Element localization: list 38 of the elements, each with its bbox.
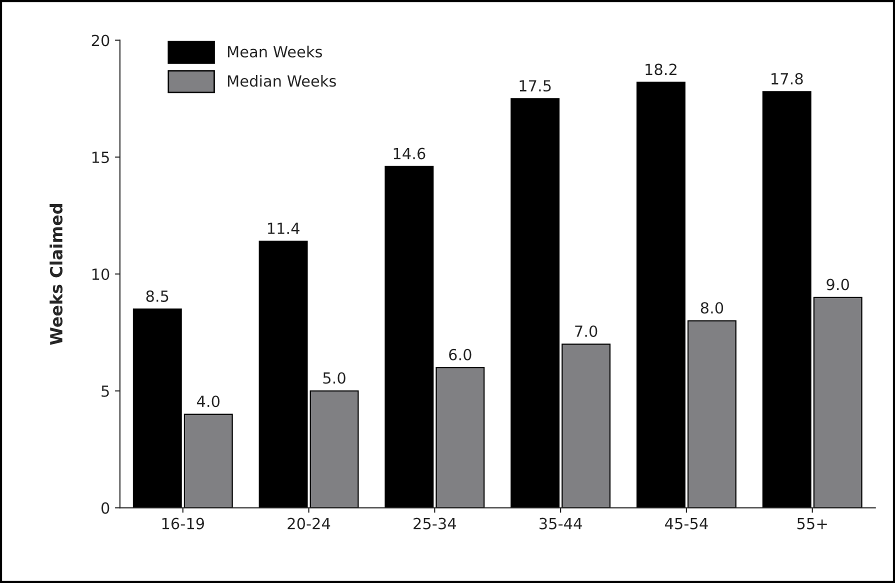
bar [132, 308, 182, 508]
bar [813, 296, 862, 508]
x-tick-label: 20-24 [288, 518, 330, 530]
bar [510, 98, 560, 508]
x-tick-label: 25-34 [414, 518, 456, 530]
y-tick-label: 10 [92, 268, 110, 280]
x-tick-label: 35-44 [540, 518, 582, 530]
bar [384, 166, 434, 508]
bar [636, 82, 686, 508]
data-label: 8.0 [700, 302, 724, 314]
data-label: 18.2 [646, 64, 676, 76]
data-label: 6.0 [449, 348, 472, 360]
data-label: 4.0 [196, 396, 220, 408]
data-label: 9.0 [826, 278, 849, 290]
bar [762, 91, 812, 508]
data-label: 14.6 [394, 148, 426, 160]
x-tick-label: 45-54 [665, 518, 708, 530]
data-label: 5.0 [323, 372, 346, 384]
bar [562, 344, 611, 508]
x-tick-label: 55+ [797, 518, 827, 530]
data-label: 17.5 [520, 80, 551, 92]
legend-label: Mean Weeks [228, 46, 322, 58]
data-label: 8.5 [146, 290, 168, 302]
bar [436, 366, 485, 508]
x-tick-label: 16-19 [162, 518, 204, 530]
y-axis-title: Weeks Claimed [50, 204, 63, 345]
y-tick-label: 15 [92, 152, 109, 164]
data-label: 7.0 [575, 325, 598, 338]
bar [310, 390, 359, 508]
bar [687, 320, 736, 508]
y-tick-label: 0 [101, 502, 110, 514]
bar [258, 240, 308, 508]
bar [184, 414, 233, 508]
legend-label: Median Weeks [228, 74, 336, 87]
data-label: 17.8 [772, 72, 803, 85]
data-label: 11.4 [268, 222, 300, 234]
y-tick-label: 5 [102, 386, 109, 397]
y-tick-label: 20 [92, 34, 110, 46]
